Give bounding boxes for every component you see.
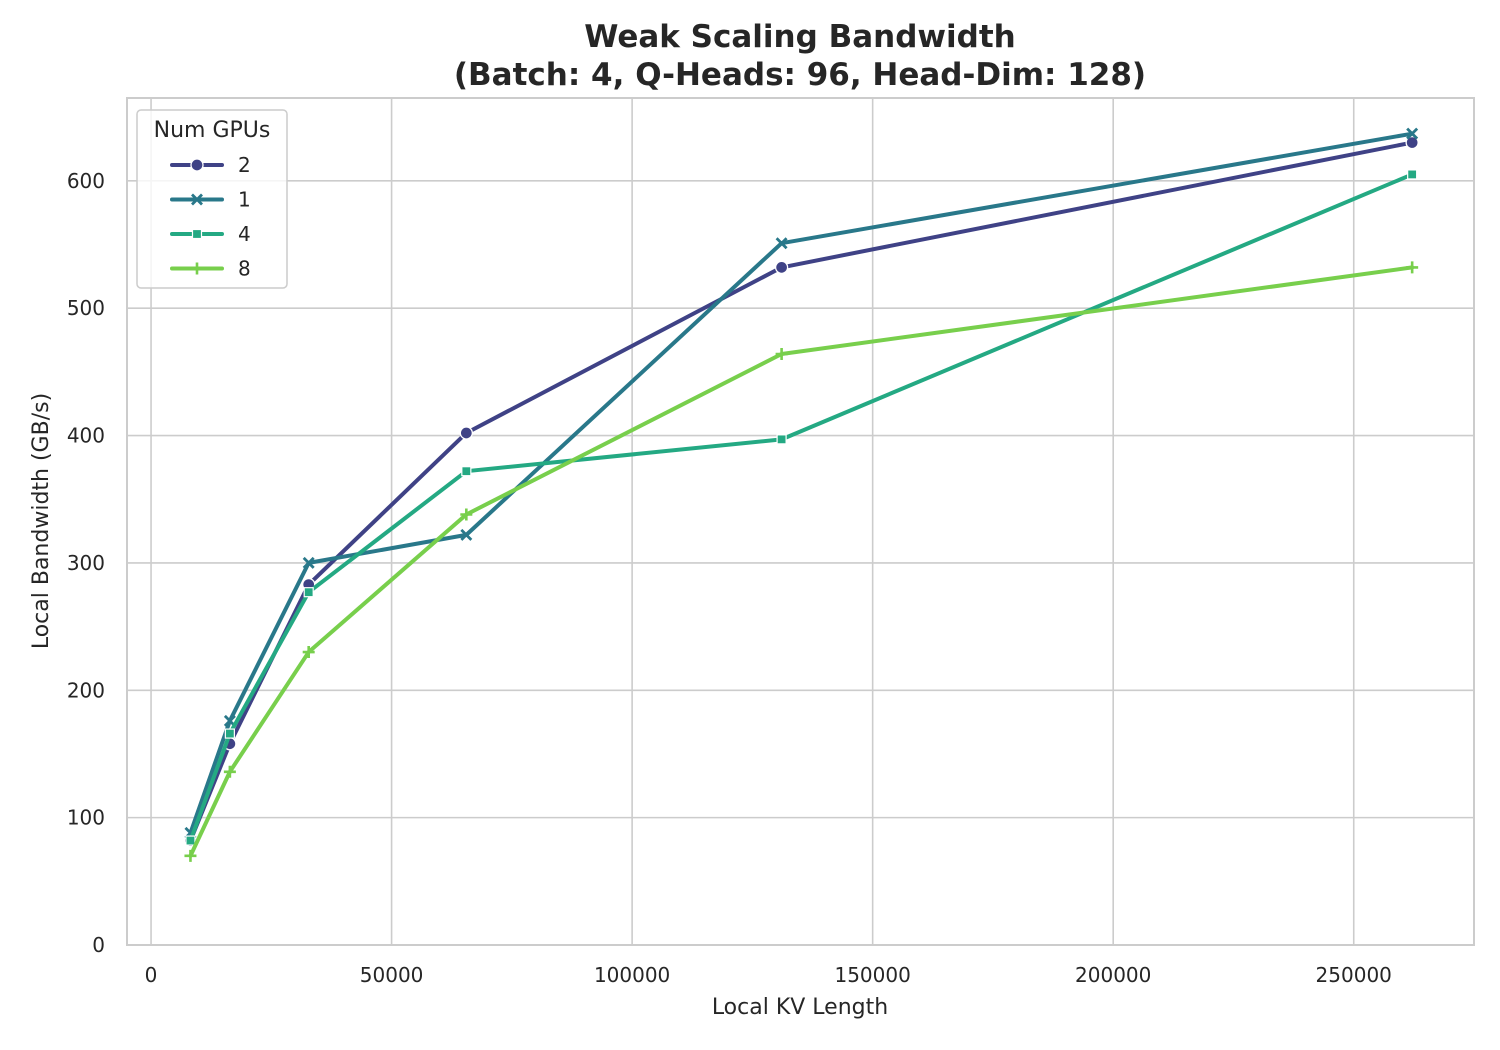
legend-item-1: 1: [170, 188, 251, 212]
legend: Num GPUs 2 1 4 8: [136, 109, 288, 289]
x-tick-label: 200000: [1075, 963, 1151, 987]
legend-title: Num GPUs: [154, 118, 271, 143]
series: [183, 127, 1419, 862]
x-tick-label: 250000: [1316, 963, 1392, 987]
y-tick-label: 200: [67, 678, 105, 702]
y-tick-label: 600: [67, 169, 105, 193]
data-point: [303, 587, 314, 598]
x-tick-label: 150000: [834, 963, 910, 987]
plot-frame: [126, 97, 1475, 946]
x-tick-label: 100000: [594, 963, 670, 987]
series-line: [188, 172, 1415, 843]
data-point: [1407, 169, 1418, 180]
legend-label: 1: [238, 188, 251, 212]
data-point: [459, 426, 473, 440]
data-point: [224, 728, 235, 739]
x-tick-label: 50000: [360, 963, 424, 987]
series-8: [184, 261, 1419, 862]
legend-marker: [191, 193, 203, 206]
data-point: [460, 508, 473, 521]
y-axis-ticks: 0 100 200 300 400 500 600: [67, 169, 105, 957]
legend-label: 4: [238, 222, 251, 246]
grid: [127, 98, 1474, 946]
data-point: [775, 237, 788, 250]
legend-marker: [190, 158, 204, 172]
y-tick-label: 100: [67, 806, 105, 830]
data-point: [223, 765, 236, 778]
legend-items: 2 1 4 8: [170, 153, 251, 281]
data-point: [302, 646, 315, 659]
legend-marker: [191, 262, 203, 275]
series-line: [188, 140, 1415, 843]
y-tick-label: 400: [67, 424, 105, 448]
data-point: [776, 434, 787, 445]
y-tick-label: 0: [92, 933, 105, 957]
chart-title: Weak Scaling Bandwidth: [584, 19, 1016, 55]
series-line: [188, 131, 1415, 835]
data-point: [184, 849, 197, 862]
data-point: [774, 260, 789, 275]
chart-subtitle: (Batch: 4, Q-Heads: 96, Head-Dim: 128): [454, 57, 1146, 93]
data-point: [302, 556, 315, 569]
data-point: [775, 348, 788, 361]
legend-item-2: 2: [170, 153, 251, 177]
series-line: [188, 265, 1415, 858]
legend-item-8: 8: [170, 257, 251, 281]
legend-label: 8: [238, 257, 251, 281]
x-tick-label: 0: [145, 963, 158, 987]
data-point: [1406, 127, 1419, 140]
data-point: [1406, 261, 1419, 274]
legend-marker: [191, 228, 203, 240]
x-axis-label: Local KV Length: [712, 995, 888, 1020]
data-point: [1405, 135, 1419, 150]
y-tick-label: 500: [67, 296, 105, 320]
legend-label: 2: [238, 153, 251, 177]
y-axis-label: Local Bandwidth (GB/s): [29, 393, 54, 649]
y-tick-label: 300: [67, 551, 105, 575]
data-point: [461, 466, 472, 477]
series-4: [185, 169, 1418, 846]
data-point: [185, 835, 196, 846]
x-axis-ticks: 0 50000 100000 150000 200000 250000: [145, 963, 1392, 987]
legend-item-4: 4: [170, 222, 251, 246]
data-point: [460, 528, 473, 541]
